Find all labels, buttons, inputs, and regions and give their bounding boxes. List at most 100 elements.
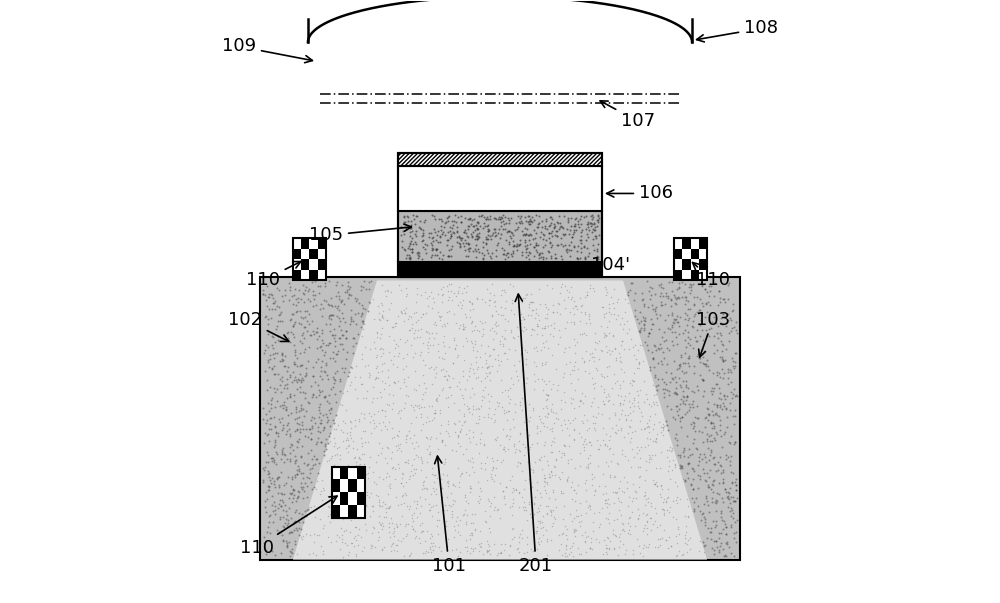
Point bbox=[594, 346, 610, 356]
Point bbox=[279, 380, 295, 390]
Point bbox=[558, 545, 574, 554]
Point bbox=[521, 247, 537, 257]
Point bbox=[697, 283, 713, 293]
Bar bbox=[293, 238, 326, 280]
Point bbox=[456, 227, 472, 236]
Point bbox=[589, 253, 605, 262]
Point bbox=[530, 504, 546, 513]
Point bbox=[408, 386, 424, 396]
Point bbox=[476, 439, 492, 449]
Point bbox=[371, 418, 387, 428]
Point bbox=[266, 443, 282, 452]
Point bbox=[625, 546, 641, 555]
Point bbox=[478, 358, 494, 368]
Point bbox=[729, 515, 745, 525]
Point bbox=[706, 399, 722, 409]
Point bbox=[479, 475, 495, 484]
Point bbox=[596, 399, 612, 408]
Point bbox=[272, 514, 288, 524]
Point bbox=[692, 472, 708, 481]
Point bbox=[564, 477, 580, 487]
Point bbox=[306, 329, 322, 339]
Point bbox=[659, 505, 675, 514]
Point bbox=[277, 380, 293, 390]
Point bbox=[407, 237, 423, 247]
Point bbox=[532, 300, 548, 309]
Point bbox=[486, 213, 502, 223]
Point bbox=[460, 214, 476, 224]
Point bbox=[312, 514, 328, 524]
Point bbox=[710, 465, 726, 475]
Point bbox=[617, 549, 633, 559]
Point bbox=[614, 449, 630, 459]
Point bbox=[552, 332, 568, 341]
Point bbox=[502, 394, 518, 404]
Point bbox=[358, 526, 374, 535]
Point bbox=[604, 346, 620, 356]
Point bbox=[319, 412, 335, 421]
Point bbox=[291, 285, 307, 295]
Point bbox=[369, 350, 385, 359]
Point bbox=[585, 411, 601, 421]
Point bbox=[261, 468, 277, 478]
Point bbox=[581, 437, 597, 447]
Point bbox=[323, 300, 339, 310]
Point bbox=[516, 484, 532, 493]
Point bbox=[496, 493, 512, 503]
Point bbox=[417, 287, 433, 297]
Point bbox=[381, 400, 397, 409]
Point bbox=[479, 536, 495, 546]
Point bbox=[703, 527, 719, 537]
Point bbox=[554, 551, 570, 560]
Point bbox=[391, 463, 407, 472]
Point bbox=[382, 479, 398, 489]
Point bbox=[697, 421, 713, 431]
Point bbox=[703, 534, 719, 544]
Point bbox=[270, 428, 286, 437]
Point bbox=[480, 546, 496, 555]
Point bbox=[521, 399, 537, 408]
Point bbox=[713, 330, 729, 339]
Point bbox=[480, 390, 496, 399]
Point bbox=[582, 543, 598, 553]
Point bbox=[306, 529, 322, 539]
Point bbox=[285, 329, 301, 339]
Point bbox=[706, 453, 722, 463]
Point bbox=[582, 543, 598, 553]
Point bbox=[517, 237, 533, 247]
Point bbox=[672, 416, 688, 426]
Point bbox=[473, 401, 489, 411]
Point bbox=[720, 367, 736, 377]
Point bbox=[690, 460, 706, 470]
Point bbox=[676, 393, 692, 402]
Point bbox=[260, 429, 276, 439]
Point bbox=[727, 358, 743, 367]
Point bbox=[309, 334, 325, 344]
Point bbox=[501, 239, 517, 249]
Point bbox=[704, 423, 720, 433]
Point bbox=[636, 424, 652, 434]
Point bbox=[708, 408, 724, 417]
Point bbox=[576, 442, 592, 452]
Point bbox=[682, 450, 698, 460]
Point bbox=[543, 320, 559, 330]
Point bbox=[670, 410, 686, 420]
Point bbox=[407, 366, 423, 376]
Point bbox=[391, 280, 407, 290]
Point bbox=[678, 528, 694, 537]
Point bbox=[642, 362, 658, 371]
Point bbox=[263, 289, 279, 299]
Point bbox=[607, 529, 623, 539]
Point bbox=[282, 392, 298, 402]
Point bbox=[689, 325, 705, 335]
Point bbox=[280, 335, 296, 344]
Point bbox=[321, 300, 337, 310]
Point bbox=[647, 479, 663, 489]
Point bbox=[510, 211, 526, 221]
Point bbox=[472, 221, 488, 231]
Point bbox=[707, 459, 723, 469]
Point bbox=[653, 480, 669, 490]
Point bbox=[293, 403, 309, 412]
Point bbox=[531, 453, 547, 463]
Point bbox=[560, 215, 576, 225]
